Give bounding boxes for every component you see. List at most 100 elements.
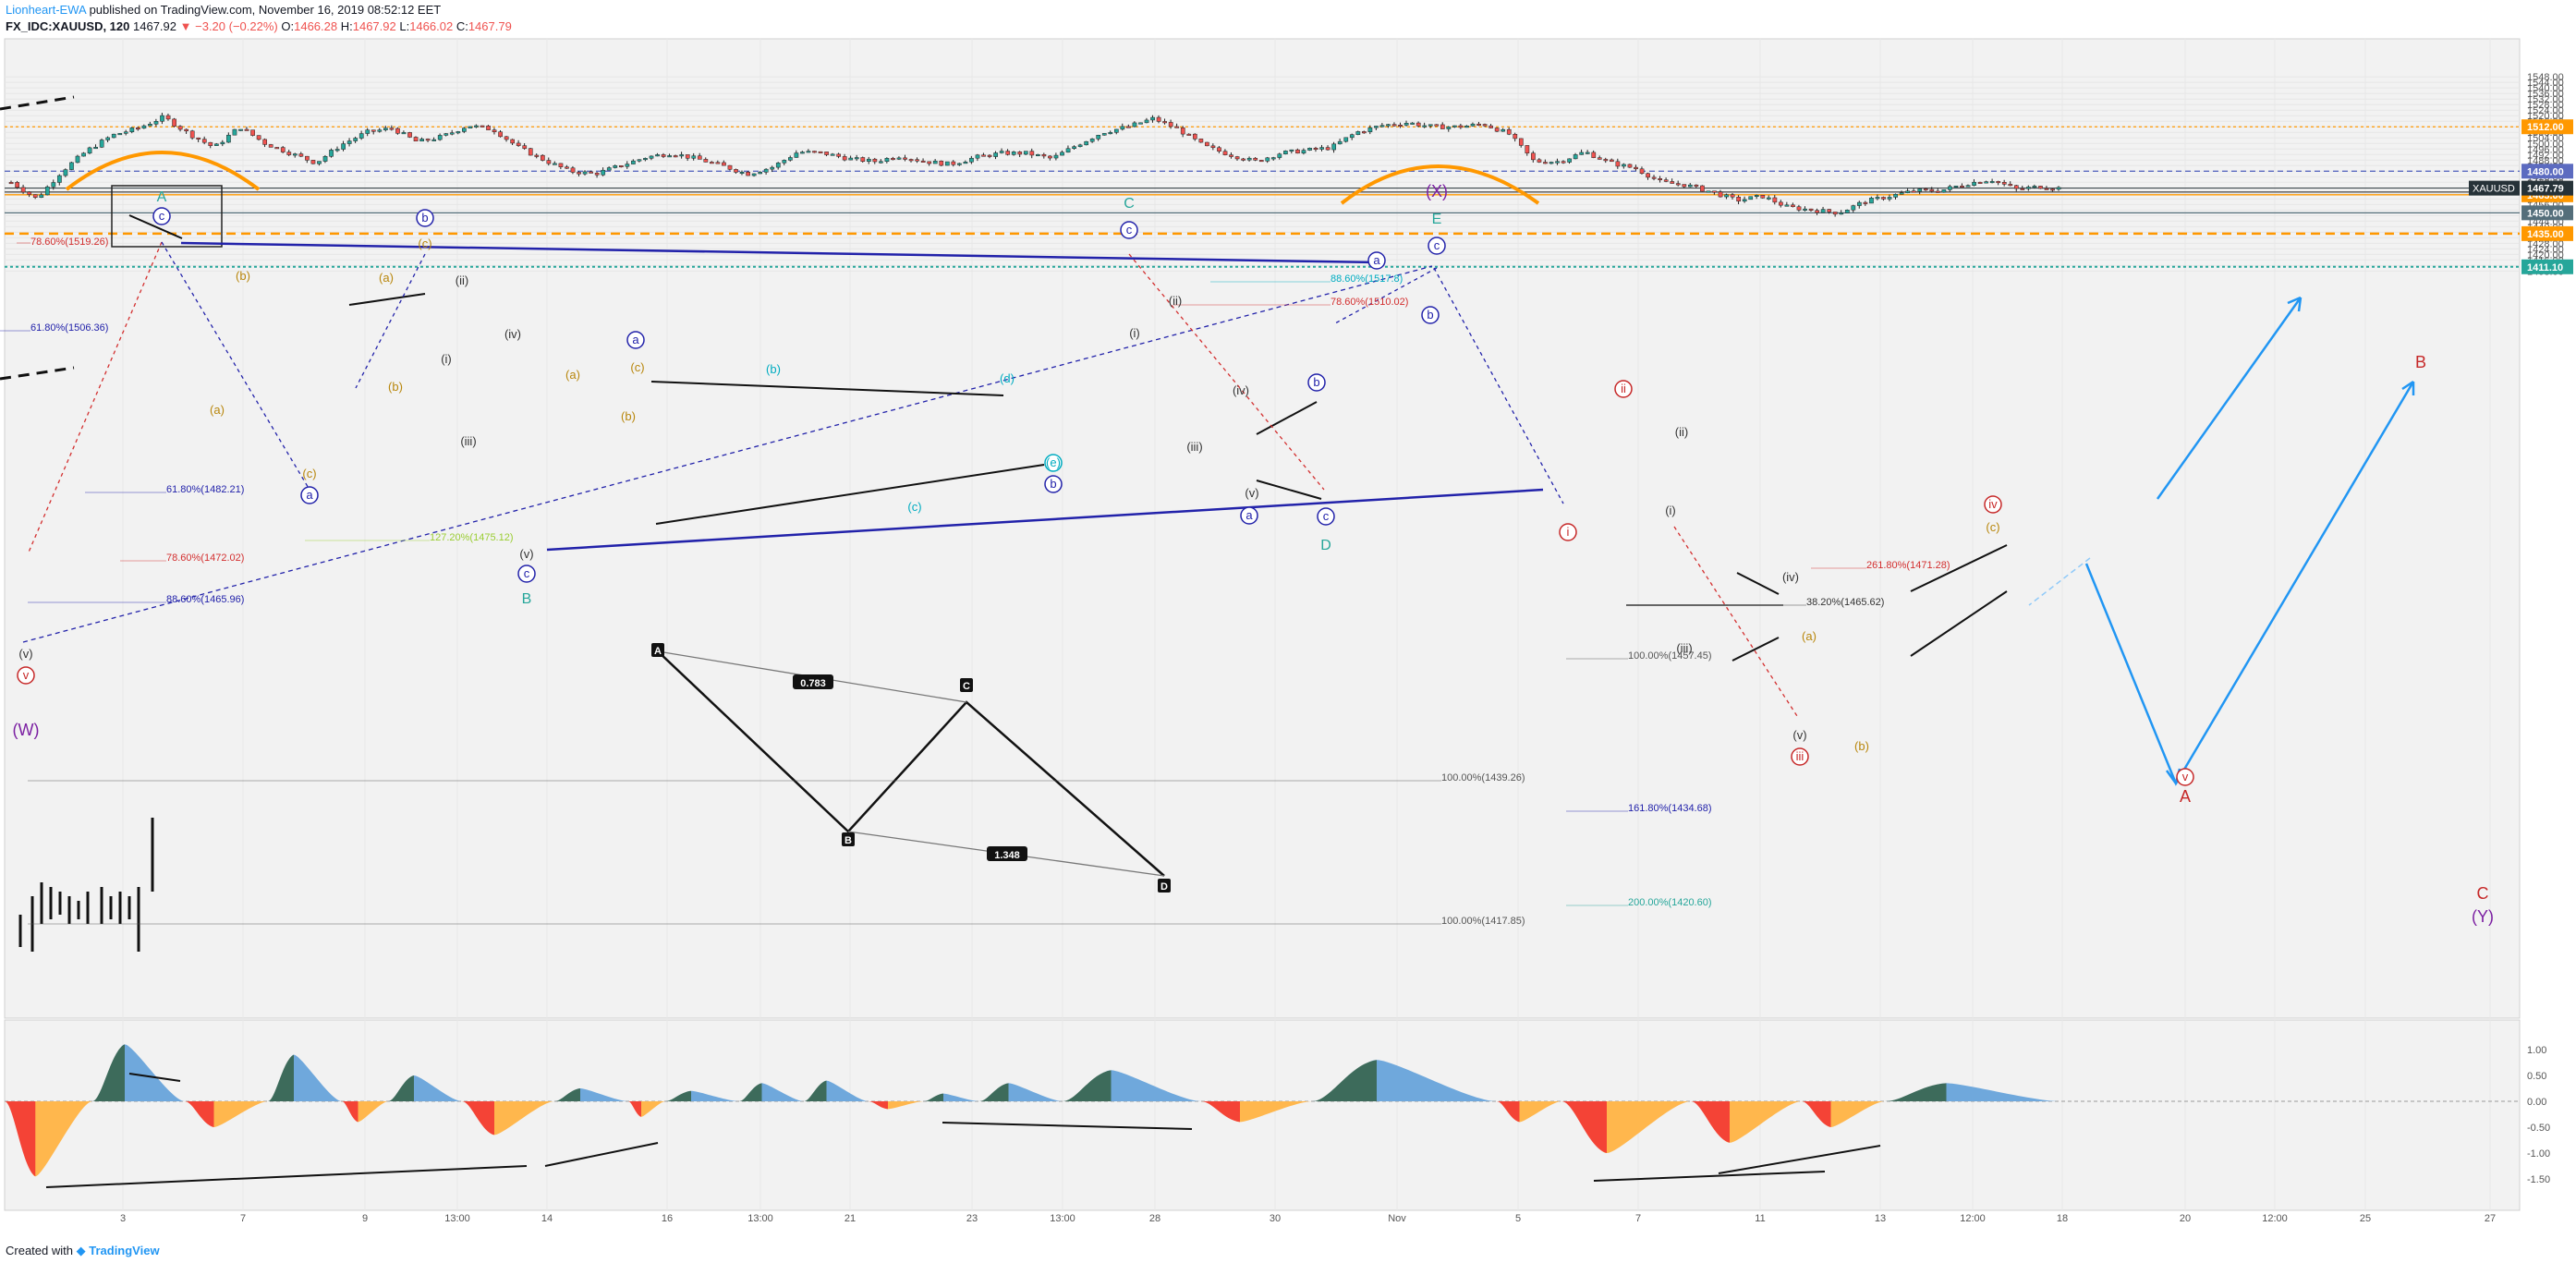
- candle-body: [697, 155, 702, 160]
- candle-body: [1362, 131, 1367, 134]
- candle-body: [1555, 161, 1560, 164]
- y-tick-21: 1492.00: [2527, 150, 2564, 161]
- candle-body: [1610, 159, 1614, 163]
- x-tick-16: 13: [1875, 1213, 1886, 1224]
- candle-body: [691, 155, 697, 159]
- tradingview-logo-icon[interactable]: ◆: [76, 1244, 86, 1257]
- osc-impulse-6: [462, 1101, 494, 1135]
- harmonic-ratio-0: 0.783: [800, 678, 826, 689]
- candle-body: [601, 169, 606, 176]
- harmonic-point-2: C: [963, 681, 970, 692]
- wave-label-52: (c): [1986, 520, 1999, 534]
- osc-tick-0: 1.00: [2527, 1045, 2546, 1056]
- wave-label-45: (ii): [1675, 425, 1688, 439]
- candle-body: [1458, 125, 1464, 128]
- candle-body: [298, 153, 304, 157]
- fib-label-1: 61.80%(1506.36): [30, 322, 108, 334]
- candle-body: [51, 182, 56, 188]
- candle-body: [1827, 209, 1832, 213]
- author-link[interactable]: Lionheart-EWA: [6, 3, 86, 17]
- fib-label-3: 78.60%(1472.02): [166, 553, 244, 564]
- wave-circle-35: [1317, 507, 1335, 526]
- time-axis[interactable]: 3 7 9 13:00 14 16 13:00 21 23 13:00 28 30 Nov 5 7 11 13 1…: [120, 1213, 2496, 1224]
- candle-body: [238, 128, 243, 131]
- candle-body: [667, 155, 672, 158]
- candle-body: [334, 149, 340, 152]
- candle-body: [1941, 189, 1947, 193]
- osc-trendline-3: [1593, 1171, 1826, 1182]
- candle-body: [189, 130, 195, 139]
- candle-body: [425, 139, 431, 141]
- wave-label-35: c: [1323, 509, 1330, 523]
- wave-label-37: (X): [1426, 182, 1448, 200]
- candle-body: [1537, 159, 1542, 163]
- candle-body: [1391, 124, 1397, 127]
- x-tick-8: 23: [966, 1213, 978, 1224]
- candle-body: [389, 128, 395, 130]
- wave-label-18: (c): [630, 360, 644, 374]
- candle-body: [486, 126, 491, 130]
- y-tick-4: 1424.00: [2527, 244, 2564, 255]
- candle-body: [710, 162, 714, 164]
- candle-body: [1549, 162, 1554, 164]
- dash-line-2: [0, 366, 75, 381]
- publish-info: published on TradingView.com, November 1…: [89, 3, 442, 17]
- oscillator: 1.00 0.50 0.00 -0.50 -1.00 -1.50: [5, 1044, 2550, 1188]
- open-value: 1466.28: [294, 19, 338, 33]
- tradingview-brand[interactable]: TradingView: [89, 1244, 160, 1257]
- candle-body: [510, 139, 516, 144]
- candle-body: [280, 147, 286, 152]
- candle-body: [661, 154, 666, 157]
- candle-body: [407, 132, 412, 138]
- wave-label-33: a: [1245, 508, 1253, 522]
- candle-body: [75, 155, 80, 164]
- candle-body: [951, 161, 956, 165]
- harmonic-ratio-box-1: [987, 846, 1027, 861]
- osc-impulse-14: [979, 1083, 1009, 1101]
- wave-label-19: (b): [621, 409, 636, 423]
- candle-body: [474, 125, 479, 128]
- main-pane[interactable]: [4, 38, 2521, 1019]
- candle-body: [546, 160, 552, 164]
- harmonic-point-box-0: [651, 643, 664, 657]
- harmonic-point-box-1: [842, 832, 855, 846]
- candle-body: [1791, 204, 1795, 208]
- ohlc-line: FX_IDC:XAUUSD, 120 1467.92 ▼ −3.20 (−0.2…: [6, 19, 512, 33]
- candle-body: [1017, 152, 1023, 155]
- candle-body: [679, 154, 685, 157]
- wave-label-49: (a): [1802, 629, 1817, 643]
- candle-body: [800, 152, 805, 154]
- candle-body: [2026, 187, 2031, 189]
- candle-body: [625, 164, 630, 167]
- price-axis[interactable]: 1408.001412.001416.001420.001424.001428.…: [2469, 72, 2573, 277]
- price-chart[interactable]: 78.60%(1519.26) 61.80%(1506.36) 61.80%(148…: [0, 37, 2576, 1238]
- fib-label-2: 61.80%(1482.21): [166, 484, 244, 495]
- candle-body: [1270, 157, 1276, 160]
- candle-body: [1283, 151, 1288, 154]
- fib-label-11: 100.00%(1439.26): [1441, 772, 1525, 783]
- wave-label-1: c: [159, 209, 165, 223]
- osc-impulse-4: [342, 1101, 358, 1123]
- candle-body: [286, 152, 292, 155]
- wave-label-36: D: [1320, 538, 1331, 553]
- candle-body: [1567, 158, 1572, 163]
- candle-body: [1374, 126, 1379, 128]
- candle-body: [1893, 193, 1898, 198]
- candle-body: [1217, 147, 1221, 152]
- candle-body: [1307, 148, 1312, 151]
- candle-body: [540, 154, 545, 161]
- candle-body: [1470, 123, 1476, 127]
- candle-body: [1748, 196, 1754, 200]
- candle-body: [1416, 122, 1421, 127]
- box-top-a: [111, 185, 223, 248]
- candle-body: [1863, 201, 1868, 204]
- candle-body: [908, 159, 914, 162]
- x-tick-18: 18: [2057, 1213, 2068, 1224]
- candle-body: [148, 124, 152, 127]
- candle-body: [117, 133, 123, 136]
- osc-tick-1: 0.50: [2527, 1071, 2546, 1082]
- candle-body: [1603, 159, 1609, 162]
- candle-body: [1658, 178, 1663, 181]
- candle-body: [570, 167, 576, 173]
- wave-label-60: v: [23, 668, 30, 682]
